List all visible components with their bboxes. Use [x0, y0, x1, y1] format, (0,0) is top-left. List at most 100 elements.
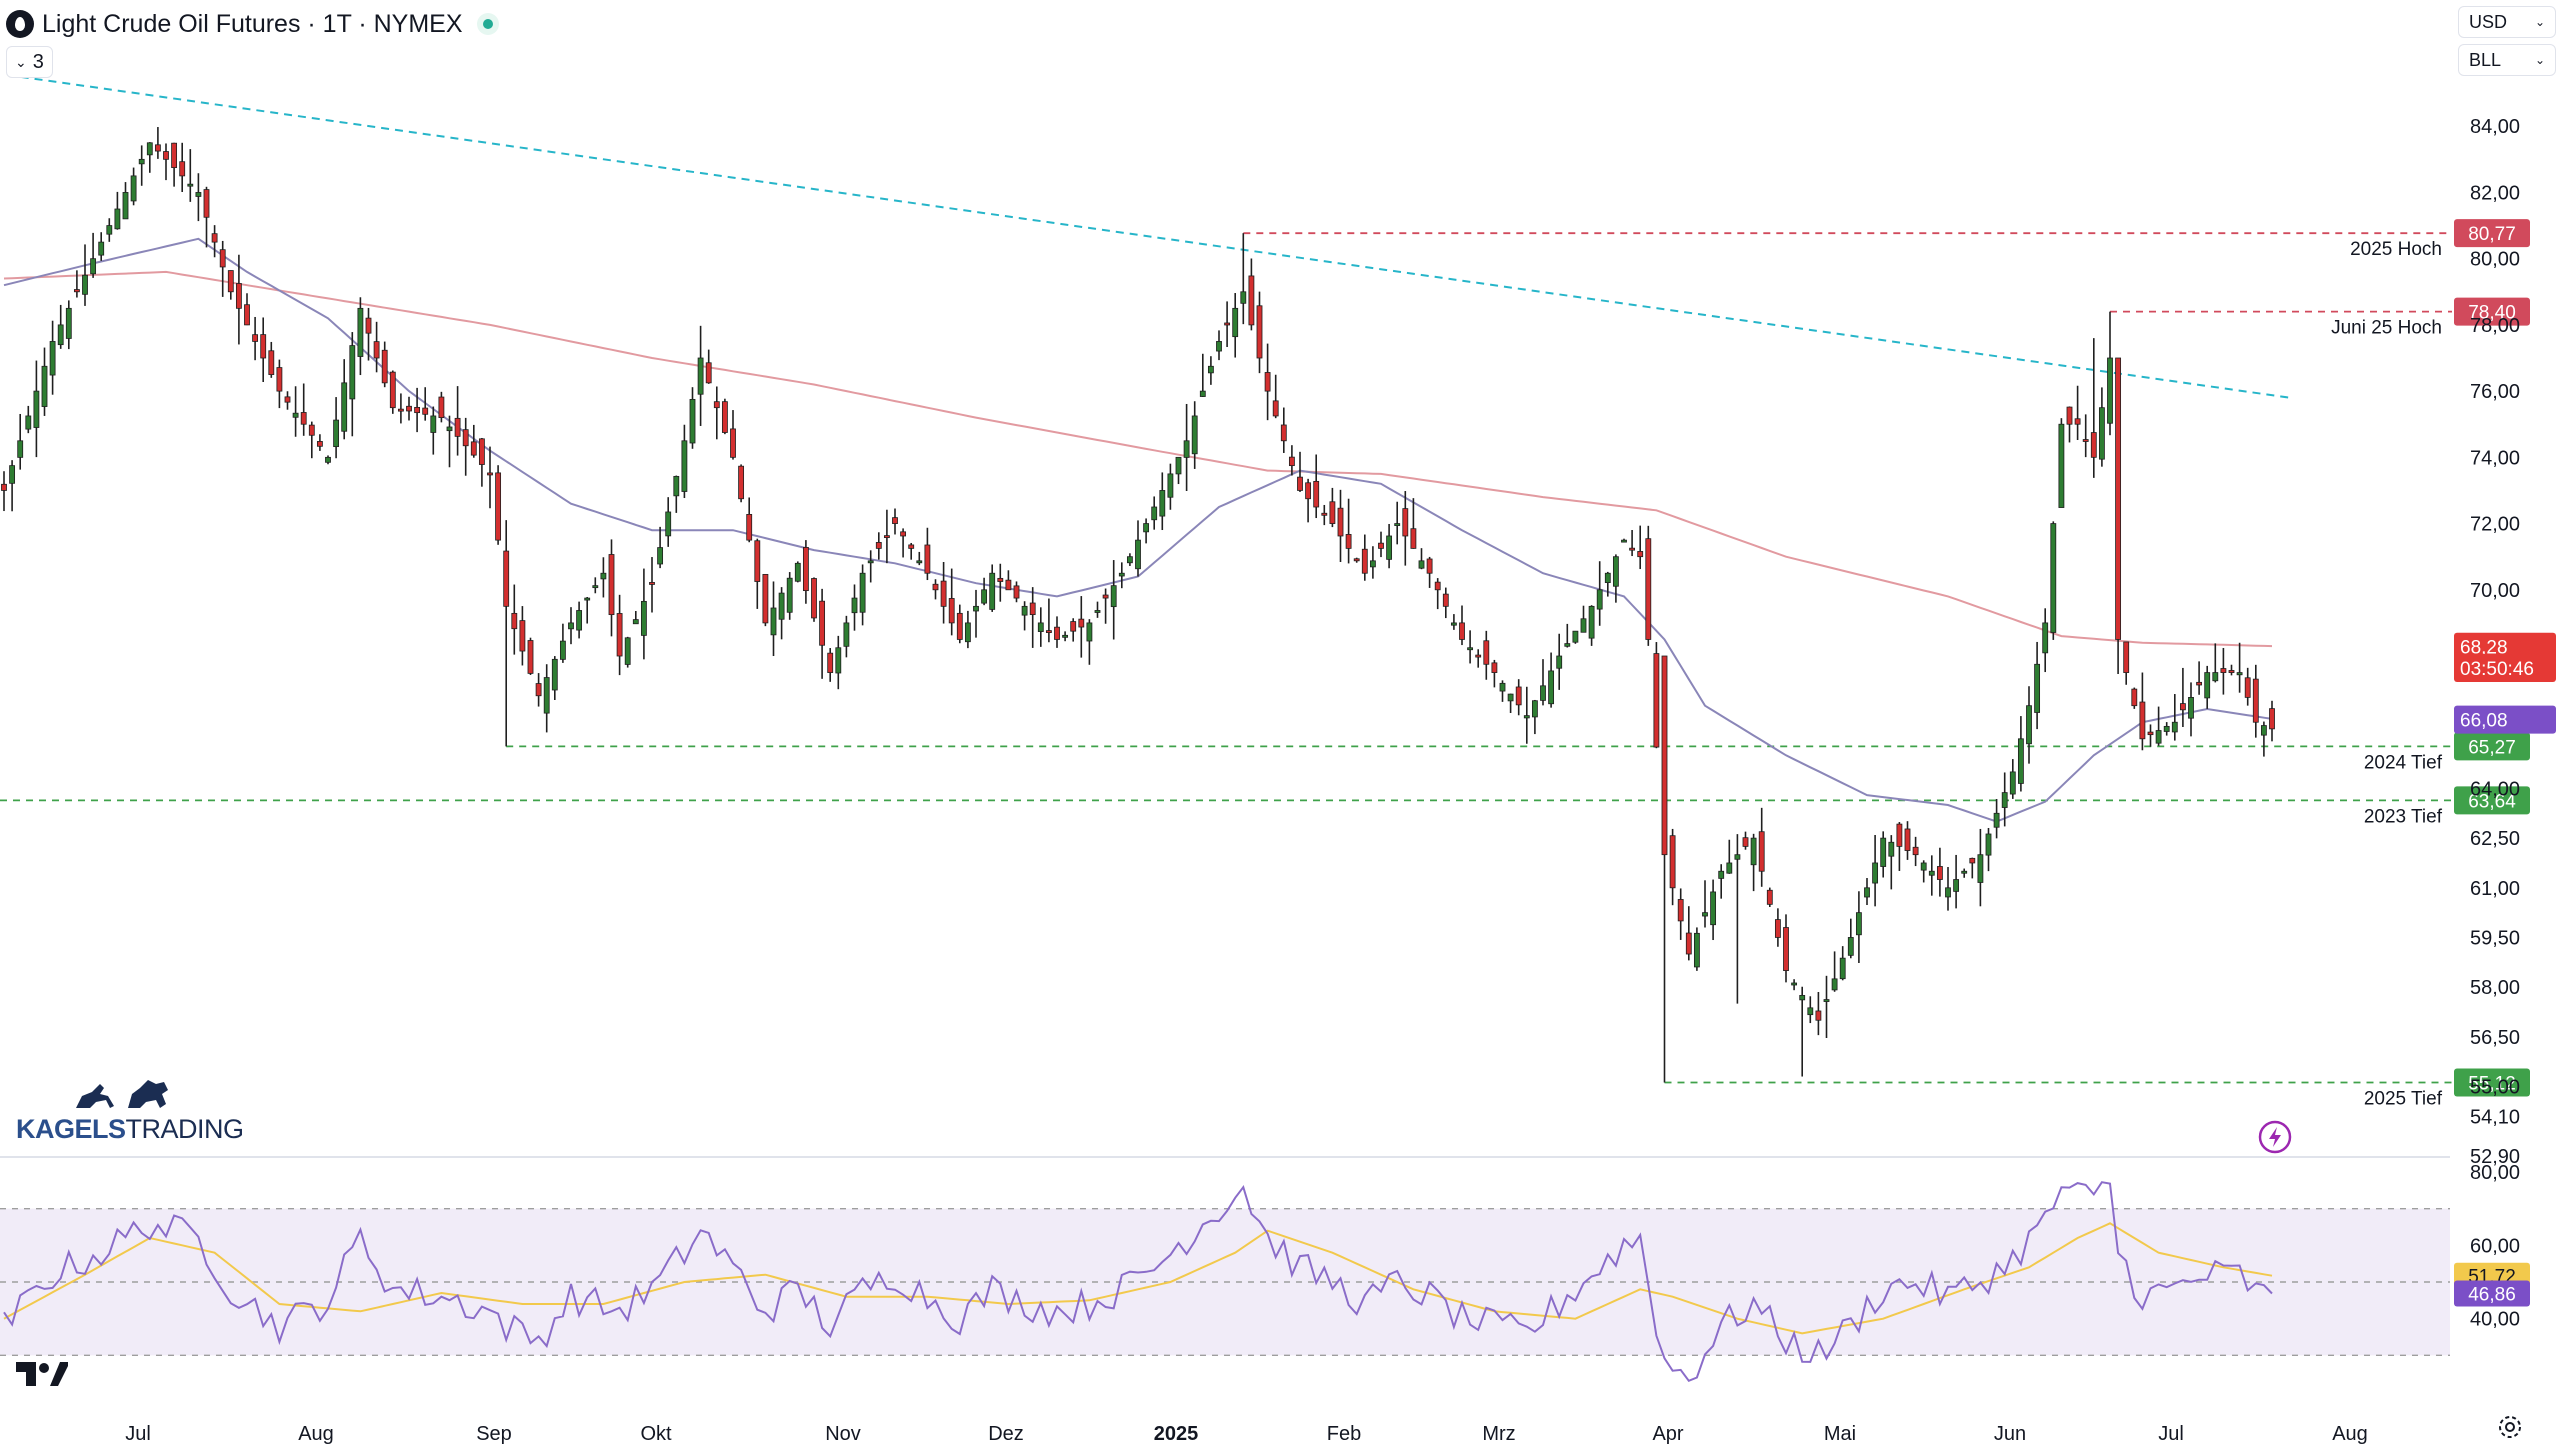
candle: [1, 471, 7, 512]
descending-trendline[interactable]: [20, 75, 2291, 399]
candle-body: [632, 619, 639, 625]
unit-select[interactable]: BLL ⌄: [2458, 44, 2556, 76]
candle: [2074, 385, 2081, 440]
candle-body: [1199, 390, 1206, 397]
candle-body: [292, 412, 299, 418]
rsi-tick-label: 40,00: [2470, 1309, 2520, 1331]
candle: [1426, 556, 1433, 588]
candle-body: [57, 324, 64, 346]
candle: [1442, 587, 1449, 619]
candle-body: [1693, 932, 1700, 968]
candle: [730, 410, 736, 460]
candle: [997, 563, 1004, 602]
candle: [260, 317, 267, 383]
candle: [940, 562, 947, 624]
candle: [973, 589, 979, 638]
candle: [462, 417, 469, 476]
candle-body: [2163, 725, 2170, 732]
candle-body: [1402, 508, 1409, 537]
candle-body: [559, 640, 566, 660]
price-tick-label: 54,10: [2470, 1106, 2520, 1128]
candle: [1094, 601, 1101, 618]
candle-body: [1426, 558, 1433, 574]
level-price-badge: [2454, 297, 2530, 326]
candle: [406, 396, 412, 421]
candle-body: [924, 544, 931, 574]
trendline[interactable]: [20, 75, 2291, 399]
candle-body: [730, 428, 736, 458]
candle: [1102, 588, 1109, 624]
candle-body: [470, 441, 477, 456]
candle-body: [964, 622, 971, 643]
candle-body: [2155, 730, 2162, 744]
candle: [875, 532, 882, 560]
candle: [1499, 680, 1506, 702]
lightning-icon[interactable]: [2258, 1120, 2292, 1154]
candle: [1564, 623, 1571, 648]
oil-drop-icon[interactable]: [6, 10, 34, 38]
candle-body: [1418, 560, 1425, 569]
candle-body: [414, 406, 421, 414]
candle: [211, 225, 218, 258]
candle: [835, 635, 842, 690]
market-status-icon[interactable]: [476, 13, 499, 35]
candle-body: [1726, 862, 1733, 874]
candle: [1005, 570, 1012, 591]
candle: [163, 143, 169, 181]
candle-body: [90, 258, 97, 275]
candle-body: [1888, 841, 1895, 857]
candle-body: [1037, 622, 1044, 632]
candle-body: [1013, 585, 1020, 599]
candle-body: [146, 142, 153, 156]
candle: [308, 421, 315, 459]
candle-body: [1062, 634, 1069, 638]
candle-body: [1742, 837, 1749, 847]
candle-body: [316, 441, 323, 447]
candle: [1467, 630, 1474, 664]
candle: [2050, 521, 2057, 640]
candle: [122, 182, 129, 220]
badge-background: [2454, 632, 2556, 661]
candle: [2026, 686, 2032, 764]
level-label: 2024 Tief: [2364, 752, 2443, 773]
candle-body: [2244, 677, 2251, 698]
indicator-collapse-button[interactable]: ⌄ 3: [6, 46, 53, 78]
candle-body: [1126, 556, 1133, 564]
candle-body: [981, 589, 988, 604]
candle: [1054, 616, 1060, 648]
candle: [300, 383, 307, 436]
price-tick-label: 82,00: [2470, 182, 2520, 204]
candle-body: [665, 511, 672, 537]
candle-body: [2107, 357, 2113, 424]
candle-body: [478, 438, 485, 465]
candle: [316, 434, 323, 451]
currency-select[interactable]: USD ⌄: [2458, 6, 2556, 38]
time-tick-label: Sep: [476, 1423, 512, 1445]
candle: [1815, 991, 1822, 1036]
candle-body: [1442, 593, 1449, 607]
candle: [438, 391, 445, 423]
candle: [1297, 451, 1303, 492]
candle: [754, 538, 761, 609]
candle: [2115, 357, 2122, 674]
settings-gear-icon[interactable]: [2497, 1414, 2523, 1440]
price-tick-label: 76,00: [2470, 381, 2520, 403]
candle: [1224, 301, 1231, 348]
candle-body: [859, 572, 866, 613]
time-tick-label: Mrz: [1482, 1423, 1515, 1445]
candle-body: [2050, 523, 2057, 633]
candle-body: [211, 233, 218, 243]
candle-body: [616, 613, 623, 657]
candle: [357, 297, 364, 376]
candle-body: [1904, 828, 1911, 851]
candle: [2123, 641, 2130, 685]
candle-body: [2026, 705, 2032, 745]
candle: [770, 581, 777, 657]
symbol-title[interactable]: Light Crude Oil Futures · 1T · NYMEX: [42, 9, 463, 38]
candle: [1507, 693, 1514, 713]
candle: [1199, 353, 1206, 398]
candle-body: [786, 577, 793, 613]
candle-body: [252, 334, 259, 342]
candle: [414, 387, 421, 433]
